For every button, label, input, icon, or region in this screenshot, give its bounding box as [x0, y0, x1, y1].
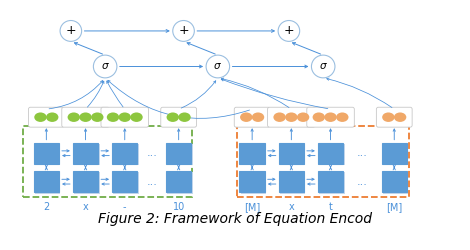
FancyBboxPatch shape — [112, 171, 138, 192]
Circle shape — [60, 20, 82, 41]
Ellipse shape — [68, 112, 80, 122]
Text: $\sigma$: $\sigma$ — [101, 62, 110, 72]
FancyBboxPatch shape — [319, 172, 345, 194]
FancyBboxPatch shape — [382, 171, 407, 192]
Ellipse shape — [274, 112, 286, 122]
Circle shape — [312, 55, 335, 78]
FancyBboxPatch shape — [279, 142, 304, 164]
FancyBboxPatch shape — [319, 144, 345, 165]
Text: [M]: [M] — [386, 202, 402, 212]
Text: $\sigma$: $\sigma$ — [319, 62, 328, 72]
Text: [M]: [M] — [244, 202, 260, 212]
Text: 2: 2 — [43, 202, 49, 212]
Text: Figure 2: Framework of Equation Encod: Figure 2: Framework of Equation Encod — [98, 212, 372, 226]
Ellipse shape — [46, 112, 58, 122]
Text: -: - — [123, 202, 126, 212]
Ellipse shape — [252, 112, 264, 122]
FancyBboxPatch shape — [74, 144, 100, 165]
Ellipse shape — [91, 112, 103, 122]
FancyBboxPatch shape — [234, 107, 270, 127]
Text: $+$: $+$ — [65, 24, 77, 37]
FancyBboxPatch shape — [161, 107, 196, 127]
Ellipse shape — [313, 112, 325, 122]
FancyBboxPatch shape — [73, 142, 98, 164]
Ellipse shape — [130, 112, 143, 122]
Ellipse shape — [240, 112, 252, 122]
FancyBboxPatch shape — [34, 142, 59, 164]
FancyBboxPatch shape — [113, 172, 139, 194]
Text: x: x — [289, 202, 294, 212]
Text: $+$: $+$ — [283, 24, 295, 37]
FancyBboxPatch shape — [267, 107, 315, 127]
Circle shape — [94, 55, 117, 78]
FancyBboxPatch shape — [29, 107, 64, 127]
FancyBboxPatch shape — [101, 107, 149, 127]
FancyBboxPatch shape — [113, 144, 139, 165]
FancyBboxPatch shape — [166, 142, 191, 164]
FancyBboxPatch shape — [241, 172, 266, 194]
FancyBboxPatch shape — [167, 144, 193, 165]
Text: 10: 10 — [172, 202, 185, 212]
Ellipse shape — [178, 112, 191, 122]
FancyBboxPatch shape — [241, 144, 266, 165]
Ellipse shape — [107, 112, 119, 122]
FancyBboxPatch shape — [62, 107, 110, 127]
FancyBboxPatch shape — [112, 142, 138, 164]
FancyBboxPatch shape — [74, 172, 100, 194]
FancyBboxPatch shape — [383, 172, 408, 194]
Ellipse shape — [166, 112, 179, 122]
Circle shape — [206, 55, 230, 78]
Text: ...: ... — [146, 177, 157, 187]
Ellipse shape — [324, 112, 337, 122]
FancyBboxPatch shape — [166, 171, 191, 192]
FancyBboxPatch shape — [34, 171, 59, 192]
FancyBboxPatch shape — [307, 107, 354, 127]
Text: x: x — [83, 202, 88, 212]
FancyBboxPatch shape — [318, 171, 343, 192]
FancyBboxPatch shape — [318, 142, 343, 164]
FancyBboxPatch shape — [239, 171, 265, 192]
Ellipse shape — [394, 112, 407, 122]
Text: ...: ... — [357, 148, 368, 158]
Text: ...: ... — [146, 148, 157, 158]
FancyBboxPatch shape — [73, 171, 98, 192]
Text: ...: ... — [357, 177, 368, 187]
FancyBboxPatch shape — [280, 144, 306, 165]
Circle shape — [278, 20, 300, 41]
FancyBboxPatch shape — [280, 172, 306, 194]
Text: $+$: $+$ — [178, 24, 189, 37]
Ellipse shape — [118, 112, 131, 122]
Text: $\sigma$: $\sigma$ — [213, 62, 222, 72]
FancyBboxPatch shape — [167, 172, 193, 194]
Ellipse shape — [34, 112, 47, 122]
FancyBboxPatch shape — [35, 172, 60, 194]
Ellipse shape — [285, 112, 298, 122]
FancyBboxPatch shape — [35, 144, 60, 165]
FancyBboxPatch shape — [383, 144, 408, 165]
Circle shape — [173, 20, 194, 41]
Ellipse shape — [79, 112, 92, 122]
FancyBboxPatch shape — [239, 142, 265, 164]
Text: t: t — [329, 202, 332, 212]
Ellipse shape — [382, 112, 395, 122]
Ellipse shape — [336, 112, 349, 122]
FancyBboxPatch shape — [279, 171, 304, 192]
FancyBboxPatch shape — [382, 142, 407, 164]
FancyBboxPatch shape — [376, 107, 412, 127]
Ellipse shape — [297, 112, 309, 122]
